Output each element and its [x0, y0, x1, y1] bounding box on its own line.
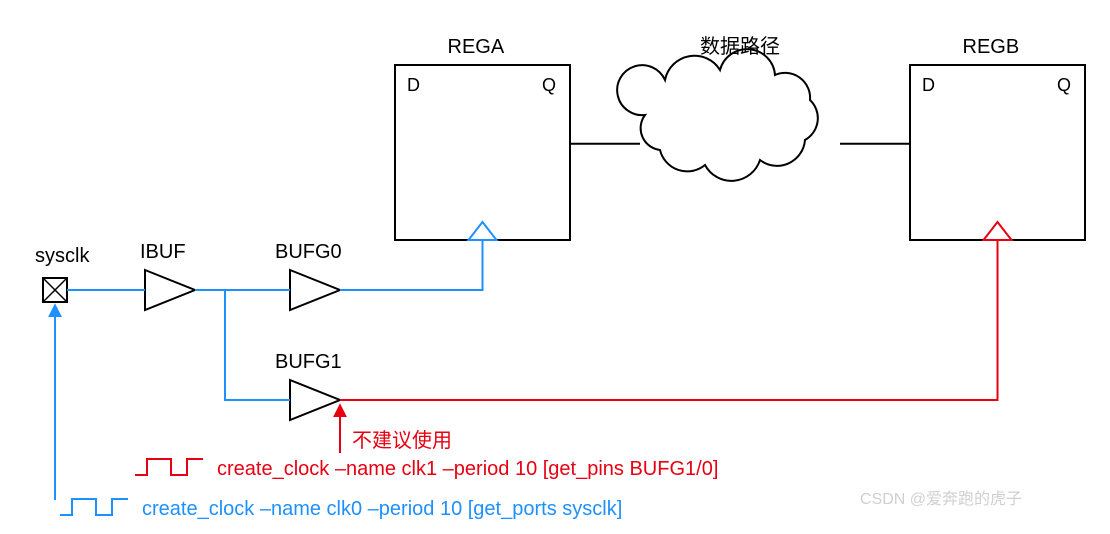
watermark: CSDN @爱奔跑的虎子 — [860, 490, 1022, 508]
clock-wave-icon — [135, 459, 203, 475]
wire-bufg0-rega — [340, 240, 483, 290]
bufg1-label: BUFG1 — [275, 351, 342, 373]
bufg0-label: BUFG0 — [275, 241, 342, 263]
svg-text:Q: Q — [542, 75, 556, 95]
wire-bufg1-regb — [340, 240, 998, 400]
cmd-red: create_clock –name clk1 –period 10 [get_… — [217, 458, 718, 480]
svg-text:REGA: REGA — [448, 36, 505, 58]
datapath-cloud — [617, 49, 818, 181]
warn-label: 不建议使用 — [352, 429, 452, 452]
svg-text:D: D — [922, 75, 935, 95]
cmd-blue: create_clock –name clk0 –period 10 [get_… — [142, 498, 622, 520]
wire-branch-bufg1 — [225, 290, 290, 400]
clock-wave-icon — [60, 499, 128, 515]
svg-text:Q: Q — [1057, 75, 1071, 95]
ibuf-label: IBUF — [140, 241, 186, 263]
svg-text:D: D — [407, 75, 420, 95]
datapath-label: 数据路径 — [700, 35, 780, 58]
svg-text:REGB: REGB — [963, 36, 1020, 58]
sysclk-label: sysclk — [35, 245, 90, 267]
